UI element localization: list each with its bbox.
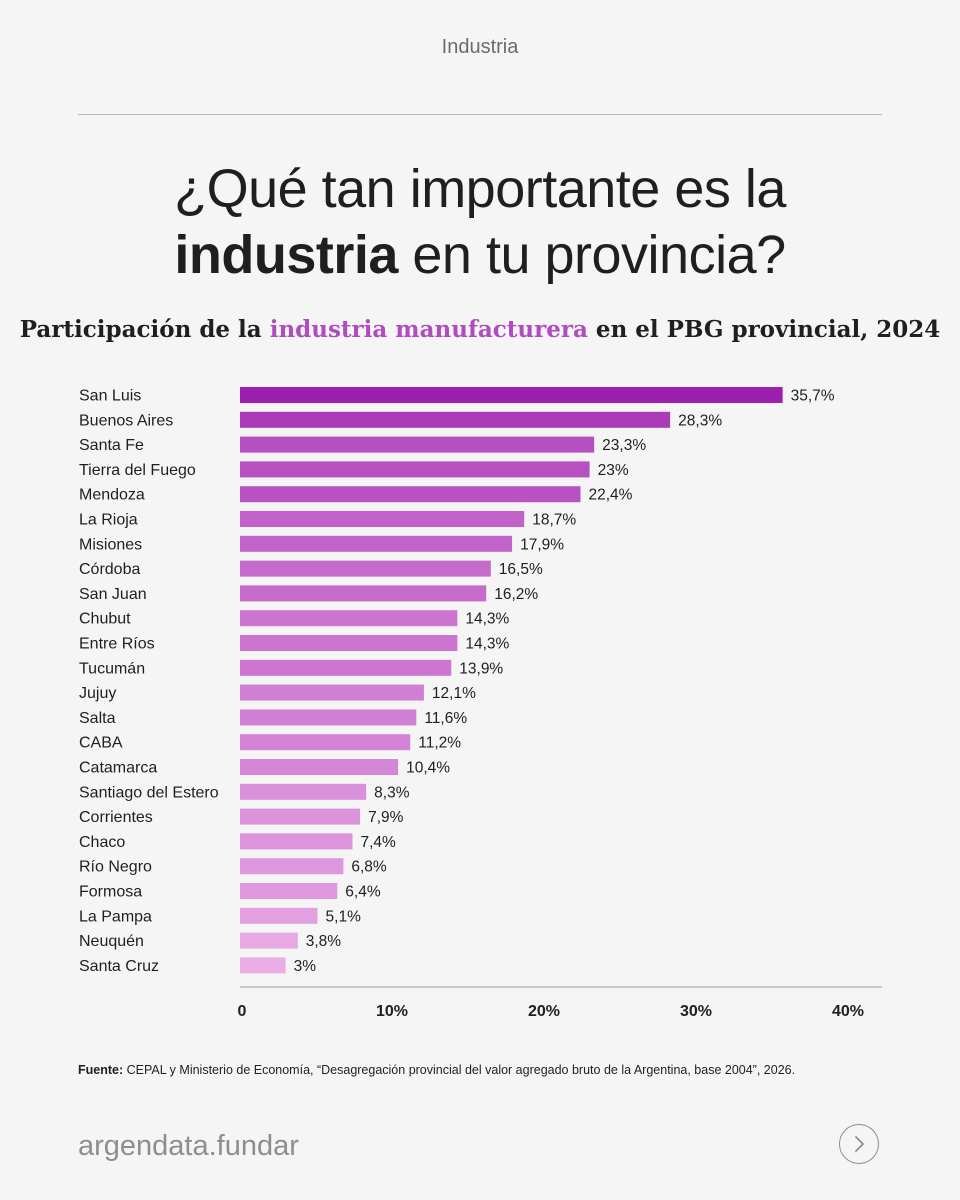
chart-subtitle: Participación de la industria manufactur… <box>0 316 960 343</box>
bar <box>240 684 424 701</box>
bar <box>240 858 344 875</box>
data-label: 11,6% <box>424 710 467 727</box>
bar <box>240 436 595 453</box>
bar <box>240 635 458 651</box>
data-label: 28,3% <box>678 412 722 429</box>
category-label: Tucumán <box>79 660 145 677</box>
category-label: Santa Fe <box>79 437 144 454</box>
bar <box>240 808 361 825</box>
title-line-2: industria en tu provincia? <box>0 222 960 288</box>
bar <box>240 734 411 751</box>
bar <box>240 659 452 676</box>
bar <box>240 585 487 602</box>
bar <box>240 957 286 974</box>
category-label: Tierra del Fuego <box>79 462 196 479</box>
chevron-right-icon <box>855 1136 864 1152</box>
bar <box>240 387 783 403</box>
bar <box>240 759 399 775</box>
bar <box>240 560 491 577</box>
data-label: 7,4% <box>360 834 396 851</box>
x-tick-label: 30% <box>680 1003 712 1020</box>
bar <box>240 709 417 726</box>
data-label: 14,3% <box>465 611 509 628</box>
data-label: 23,3% <box>602 437 646 454</box>
data-label: 23% <box>598 462 629 479</box>
title-line-2-rest: en tu provincia? <box>397 225 786 285</box>
bar-chart: San Luis 35,7% Buenos Aires 28,3% Santa Fe 23… <box>79 387 882 1020</box>
data-label: 13,9% <box>459 660 503 677</box>
source-label: Fuente: <box>78 1063 124 1077</box>
data-label: 35,7% <box>791 388 835 405</box>
section-category: Industria <box>441 36 519 58</box>
data-label: 14,3% <box>465 636 509 653</box>
data-label: 22,4% <box>588 487 632 504</box>
category-label: Formosa <box>79 884 142 901</box>
category-label: Córdoba <box>79 561 140 578</box>
x-tick-label: 20% <box>528 1003 560 1020</box>
category-label: Salta <box>79 710 116 727</box>
category-label: Chaco <box>79 834 125 851</box>
category-label: Chubut <box>79 611 131 628</box>
x-tick-label: 0 <box>238 1003 247 1020</box>
brand-logo: argendata.fundar <box>78 1130 299 1162</box>
bar <box>240 932 298 949</box>
category-label: Santiago del Estero <box>79 784 219 801</box>
category-label: Santa Cruz <box>79 958 159 975</box>
category-label: San Luis <box>79 388 141 405</box>
bar <box>240 461 590 478</box>
category-label: Mendoza <box>79 487 145 504</box>
subtitle-post: en el PBG provincial, 2024 <box>587 316 941 343</box>
header-divider <box>78 114 882 115</box>
x-tick-label: 40% <box>832 1003 864 1020</box>
next-button[interactable] <box>839 1124 879 1164</box>
title-line-1: ¿Qué tan importante es la <box>174 159 786 219</box>
category-label: La Rioja <box>79 512 138 529</box>
category-label: Entre Ríos <box>79 636 155 653</box>
bar <box>240 883 338 899</box>
category-label: La Pampa <box>79 908 152 925</box>
x-tick-label: 10% <box>376 1003 408 1020</box>
data-label: 5,1% <box>326 908 362 925</box>
data-label: 17,9% <box>520 536 564 553</box>
data-label: 11,2% <box>418 735 461 752</box>
bar <box>240 783 367 800</box>
bar <box>240 907 318 924</box>
bar <box>240 486 581 503</box>
category-label: Corrientes <box>79 809 153 826</box>
data-label: 3% <box>294 958 317 975</box>
data-label: 8,3% <box>374 784 410 801</box>
category-label: Jujuy <box>79 685 116 702</box>
data-label: 6,8% <box>351 859 387 876</box>
category-label: Río Negro <box>79 859 152 876</box>
bar <box>240 833 353 850</box>
data-label: 18,7% <box>532 512 576 529</box>
page-title: ¿Qué tan importante es la industria en t… <box>0 156 960 288</box>
source-note: Fuente: CEPAL y Ministerio de Economía, … <box>78 1063 898 1077</box>
category-label: Neuquén <box>79 933 144 950</box>
bar <box>240 610 458 627</box>
data-label: 7,9% <box>368 809 404 826</box>
data-label: 3,8% <box>306 933 342 950</box>
bar <box>240 511 525 527</box>
data-label: 16,5% <box>499 561 543 578</box>
data-label: 6,4% <box>345 884 381 901</box>
category-label: Buenos Aires <box>79 412 173 429</box>
bar <box>240 411 671 428</box>
data-label: 10,4% <box>406 760 450 777</box>
category-label: San Juan <box>79 586 147 603</box>
category-label: CABA <box>79 735 123 752</box>
source-text: CEPAL y Ministerio de Economía, “Desagre… <box>123 1063 796 1077</box>
data-label: 12,1% <box>432 685 476 702</box>
data-label: 16,2% <box>494 586 538 603</box>
subtitle-highlight: industria manufacturera <box>269 316 588 343</box>
bar <box>240 535 513 552</box>
subtitle-pre: Participación de la <box>19 316 270 343</box>
title-emphasis: industria <box>174 225 398 285</box>
category-label: Misiones <box>79 536 142 553</box>
category-label: Catamarca <box>79 760 157 777</box>
